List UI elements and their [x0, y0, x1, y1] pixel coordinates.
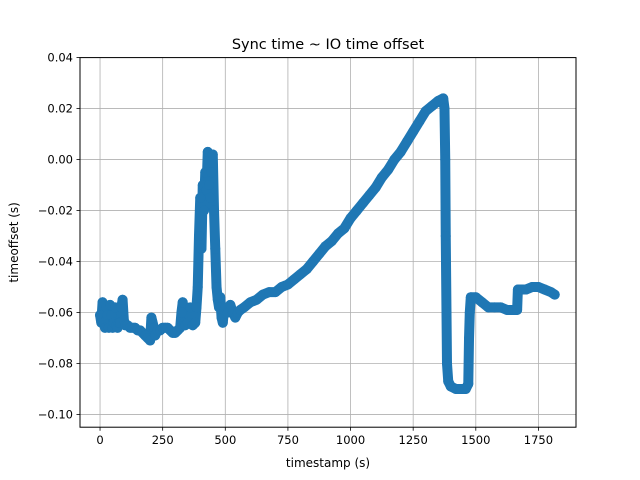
y-tick-label: −0.06 [38, 305, 73, 319]
x-axis-label: timestamp (s) [286, 456, 370, 470]
data-point [106, 310, 117, 321]
data-point [364, 190, 375, 201]
data-point [441, 307, 452, 318]
data-point [215, 292, 226, 303]
x-tick-label: 1750 [524, 433, 553, 447]
y-tick-label: 0.02 [47, 102, 73, 116]
data-point [117, 294, 128, 305]
data-point [209, 205, 220, 216]
data-point [351, 205, 362, 216]
y-axis-label: timeoffset (s) [7, 202, 21, 283]
data-point [191, 302, 202, 313]
y-tick-label: 0.00 [47, 153, 73, 167]
x-tick-label: 1500 [461, 433, 490, 447]
data-point [204, 180, 215, 191]
data-point [326, 236, 337, 247]
y-tick-label: −0.10 [38, 407, 73, 421]
data-point [210, 243, 221, 254]
data-point [195, 192, 206, 203]
data-point [307, 256, 318, 267]
data-point [383, 164, 394, 175]
x-tick-label: 0 [96, 433, 103, 447]
data-point [211, 282, 222, 293]
y-tick-label: −0.04 [38, 255, 73, 269]
data-point [464, 307, 475, 318]
y-axis-ticks: −0.10 −0.08 −0.06 −0.04 −0.02 0.00 0.02 0.04 [38, 51, 80, 421]
data-point [376, 172, 387, 183]
x-tick-label: 750 [277, 433, 299, 447]
data-point [116, 302, 127, 313]
data-point [440, 154, 451, 165]
chart-title: Sync time ~ IO time offset [232, 37, 425, 53]
data-point [395, 146, 406, 157]
data-point [193, 231, 204, 242]
plot-frame [79, 57, 577, 428]
data-point [207, 149, 218, 160]
data-point [439, 103, 450, 114]
x-tick-label: 250 [152, 433, 174, 447]
data-point [206, 167, 217, 178]
data-point [190, 317, 201, 328]
data-point [176, 307, 187, 318]
data-point [177, 297, 188, 308]
x-tick-label: 1250 [399, 433, 428, 447]
data-points [95, 93, 560, 394]
data-point [217, 317, 228, 328]
data-point [389, 154, 400, 165]
y-tick-label: −0.02 [38, 204, 73, 218]
x-tick-label: 500 [214, 433, 236, 447]
x-axis-ticks: 0 250 500 750 1000 1250 1500 1750 [96, 427, 553, 447]
data-point [438, 93, 449, 104]
data-point [463, 378, 474, 389]
data-point [196, 243, 207, 254]
data-point [414, 116, 425, 127]
data-point [339, 223, 350, 234]
data-point [370, 182, 381, 193]
data-point [401, 136, 412, 147]
x-tick-label: 1000 [336, 433, 365, 447]
y-tick-label: −0.08 [38, 356, 73, 370]
data-point [314, 248, 325, 259]
data-point [95, 310, 106, 321]
data-point [192, 282, 203, 293]
grid [80, 57, 576, 428]
data-point [464, 332, 475, 343]
data-point [358, 197, 369, 208]
data-point [301, 264, 312, 275]
y-tick-label: 0.04 [47, 51, 73, 65]
data-point [205, 192, 216, 203]
data-point [345, 213, 356, 224]
data-point [549, 289, 560, 300]
data-point [512, 304, 523, 315]
data-point [225, 299, 236, 310]
data-point [440, 231, 451, 242]
data-point [199, 205, 209, 216]
data-point [441, 358, 452, 369]
data-point [408, 126, 419, 137]
